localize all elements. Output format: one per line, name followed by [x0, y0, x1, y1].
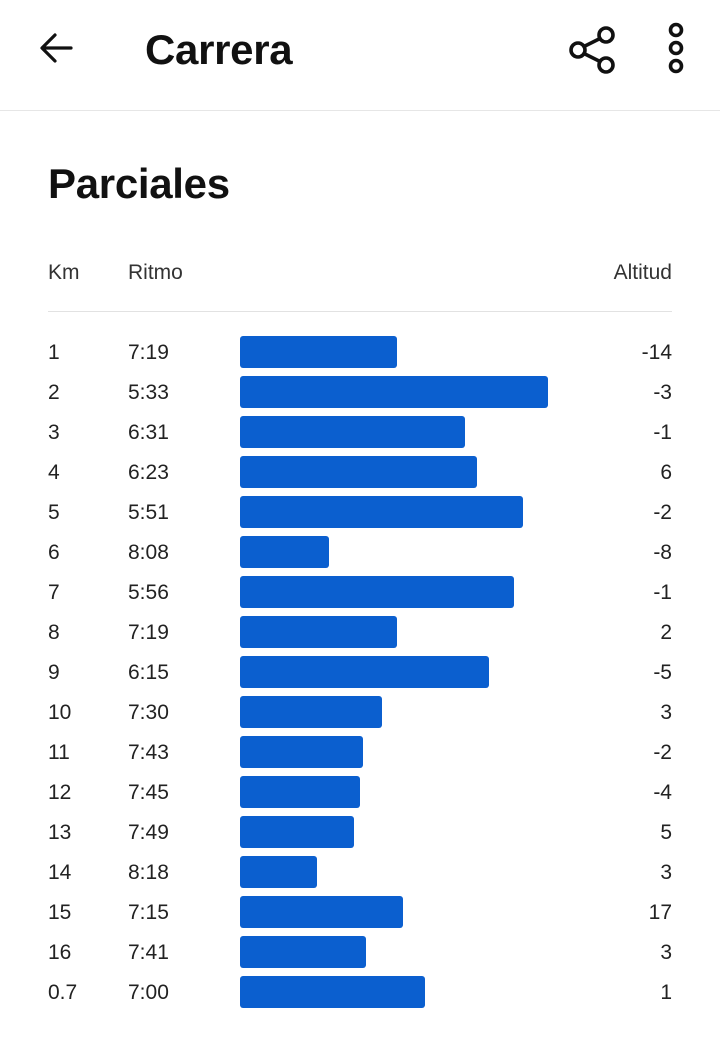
- pace-bar: [240, 656, 489, 688]
- split-km: 6: [48, 541, 60, 564]
- split-pace: 5:56: [128, 581, 169, 604]
- pace-bar: [240, 776, 360, 808]
- pace-bar: [240, 616, 397, 648]
- split-km: 1: [48, 341, 60, 364]
- split-km: 4: [48, 461, 60, 484]
- split-km: 16: [48, 941, 72, 964]
- split-row: 13 7:49 5: [0, 815, 720, 855]
- split-km: 3: [48, 421, 60, 444]
- split-altitude: -1: [653, 421, 672, 444]
- split-pace: 7:30: [128, 701, 169, 724]
- split-km: 10: [48, 701, 72, 724]
- pace-bar: [240, 856, 317, 888]
- more-options-button[interactable]: [650, 18, 702, 78]
- split-km: 5: [48, 501, 60, 524]
- split-km: 12: [48, 781, 72, 804]
- split-km: 14: [48, 861, 72, 884]
- split-pace: 8:08: [128, 541, 169, 564]
- pace-bar: [240, 416, 465, 448]
- split-pace: 7:41: [128, 941, 169, 964]
- pace-bar: [240, 536, 329, 568]
- split-pace: 6:15: [128, 661, 169, 684]
- split-altitude: 6: [660, 461, 672, 484]
- share-button[interactable]: [562, 20, 622, 80]
- split-altitude: 3: [660, 861, 672, 884]
- split-row: 8 7:19 2: [0, 615, 720, 655]
- split-km: 8: [48, 621, 60, 644]
- split-altitude: 3: [660, 941, 672, 964]
- split-row: 2 5:33 -3: [0, 375, 720, 415]
- pace-bar: [240, 496, 523, 528]
- split-km: 7: [48, 581, 60, 604]
- split-pace: 7:19: [128, 621, 169, 644]
- split-km: 13: [48, 821, 72, 844]
- split-altitude: 17: [648, 901, 672, 924]
- split-pace: 6:23: [128, 461, 169, 484]
- split-row: 10 7:30 3: [0, 695, 720, 735]
- split-row: 6 8:08 -8: [0, 535, 720, 575]
- split-altitude: -2: [653, 501, 672, 524]
- split-km: 11: [48, 741, 70, 764]
- split-km: 0.7: [48, 981, 78, 1004]
- split-row: 9 6:15 -5: [0, 655, 720, 695]
- split-km: 2: [48, 381, 60, 404]
- split-row: 12 7:45 -4: [0, 775, 720, 815]
- more-vertical-icon: [668, 22, 684, 74]
- split-km: 15: [48, 901, 72, 924]
- pace-bar: [240, 456, 477, 488]
- split-pace: 5:33: [128, 381, 169, 404]
- pace-bar: [240, 336, 397, 368]
- split-pace: 5:51: [128, 501, 169, 524]
- pace-bar: [240, 936, 366, 968]
- split-altitude: -3: [653, 381, 672, 404]
- column-header-pace: Ritmo: [128, 261, 183, 284]
- split-pace: 7:19: [128, 341, 169, 364]
- split-altitude: -8: [653, 541, 672, 564]
- split-altitude: -14: [641, 341, 672, 364]
- split-row: 5 5:51 -2: [0, 495, 720, 535]
- split-altitude: -1: [653, 581, 672, 604]
- arrow-left-icon: [40, 33, 73, 63]
- split-pace: 7:00: [128, 981, 169, 1004]
- split-row: 11 7:43 -2: [0, 735, 720, 775]
- split-pace: 7:45: [128, 781, 169, 804]
- pace-bar: [240, 576, 514, 608]
- split-row: 14 8:18 3: [0, 855, 720, 895]
- split-row: 16 7:41 3: [0, 935, 720, 975]
- column-header-altitude: Altitud: [613, 261, 672, 284]
- split-altitude: 3: [660, 701, 672, 724]
- split-row: 3 6:31 -1: [0, 415, 720, 455]
- split-altitude: -5: [653, 661, 672, 684]
- pace-bar: [240, 376, 548, 408]
- split-altitude: -4: [653, 781, 672, 804]
- split-row: 1 7:19 -14: [0, 335, 720, 375]
- split-pace: 6:31: [128, 421, 169, 444]
- split-row: 15 7:15 17: [0, 895, 720, 935]
- column-header-km: Km: [48, 261, 80, 284]
- split-pace: 7:49: [128, 821, 169, 844]
- split-altitude: 1: [660, 981, 672, 1004]
- back-button[interactable]: [30, 22, 82, 74]
- split-pace: 8:18: [128, 861, 169, 884]
- split-pace: 7:15: [128, 901, 169, 924]
- app-bar: Carrera: [0, 0, 720, 111]
- split-km: 9: [48, 661, 60, 684]
- pace-bar: [240, 976, 425, 1008]
- split-altitude: 5: [660, 821, 672, 844]
- pace-bar: [240, 896, 403, 928]
- split-pace: 7:43: [128, 741, 169, 764]
- split-altitude: 2: [660, 621, 672, 644]
- pace-bar: [240, 696, 382, 728]
- page-title: Carrera: [145, 26, 293, 73]
- section-title: Parciales: [48, 160, 230, 207]
- pace-bar: [240, 736, 363, 768]
- pace-bar: [240, 816, 354, 848]
- split-altitude: -2: [653, 741, 672, 764]
- split-row: 0.7 7:00 1: [0, 975, 720, 1015]
- divider: [48, 311, 672, 312]
- split-row: 4 6:23 6: [0, 455, 720, 495]
- share-icon: [569, 26, 615, 74]
- split-row: 7 5:56 -1: [0, 575, 720, 615]
